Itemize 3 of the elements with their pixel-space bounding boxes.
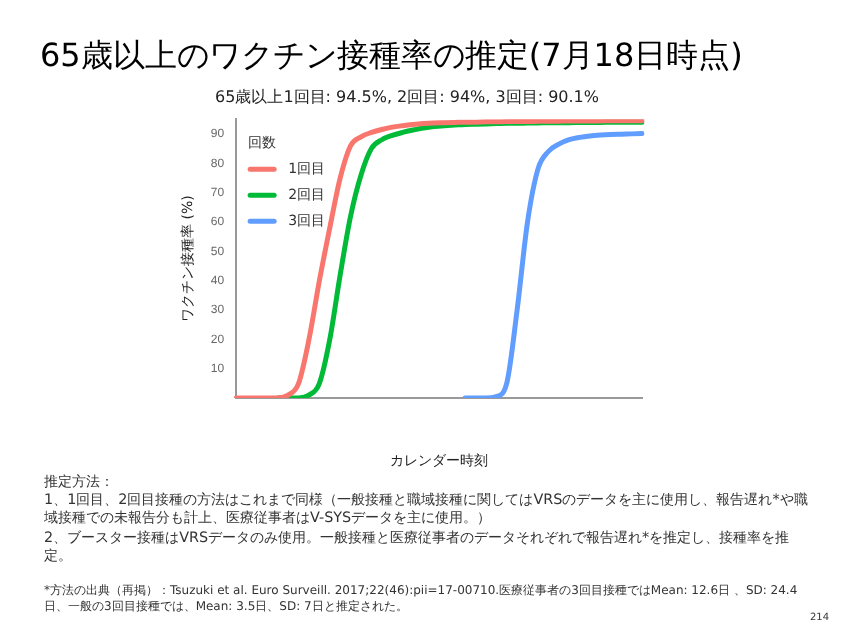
chart-title: 65歳以上のワクチン接種率の推定(7月18日時点) (40, 36, 743, 78)
chart-subtitle: 65歳以上1回目: 94.5%, 2回目: 94%, 3回目: 90.1% (215, 87, 600, 106)
line-series (462, 131, 645, 398)
